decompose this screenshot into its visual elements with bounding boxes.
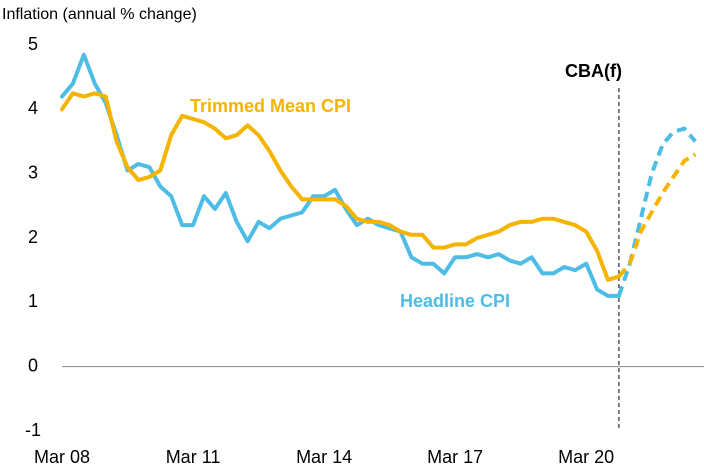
- y-tick-label: 3: [28, 162, 38, 182]
- series-line: [60, 91, 621, 282]
- forecast-connector: [617, 262, 632, 278]
- x-tick-label: Mar 11: [166, 447, 221, 467]
- x-tick-label: Mar 14: [296, 447, 352, 467]
- y-axis-label: Inflation (annual % change): [2, 6, 197, 23]
- x-tick-label: Mar 17: [427, 447, 483, 467]
- y-tick-label: 2: [28, 227, 38, 247]
- forecast-line: [627, 126, 697, 265]
- y-tick-label: 4: [28, 98, 38, 118]
- forecast-connector: [617, 263, 632, 297]
- y-tick-label: -1: [25, 420, 41, 440]
- forecast-line: [627, 152, 697, 265]
- series-label: Trimmed Mean CPI: [190, 96, 351, 116]
- series-line: [60, 52, 621, 298]
- x-tick-label: Mar 08: [34, 447, 90, 467]
- y-tick-label: 1: [28, 291, 38, 311]
- x-tick-label: Mar 20: [558, 447, 614, 467]
- y-tick-label: 0: [28, 355, 38, 375]
- series-label: Headline CPI: [400, 291, 510, 311]
- y-tick-label: 5: [28, 34, 38, 54]
- forecast-label: CBA(f): [565, 61, 622, 81]
